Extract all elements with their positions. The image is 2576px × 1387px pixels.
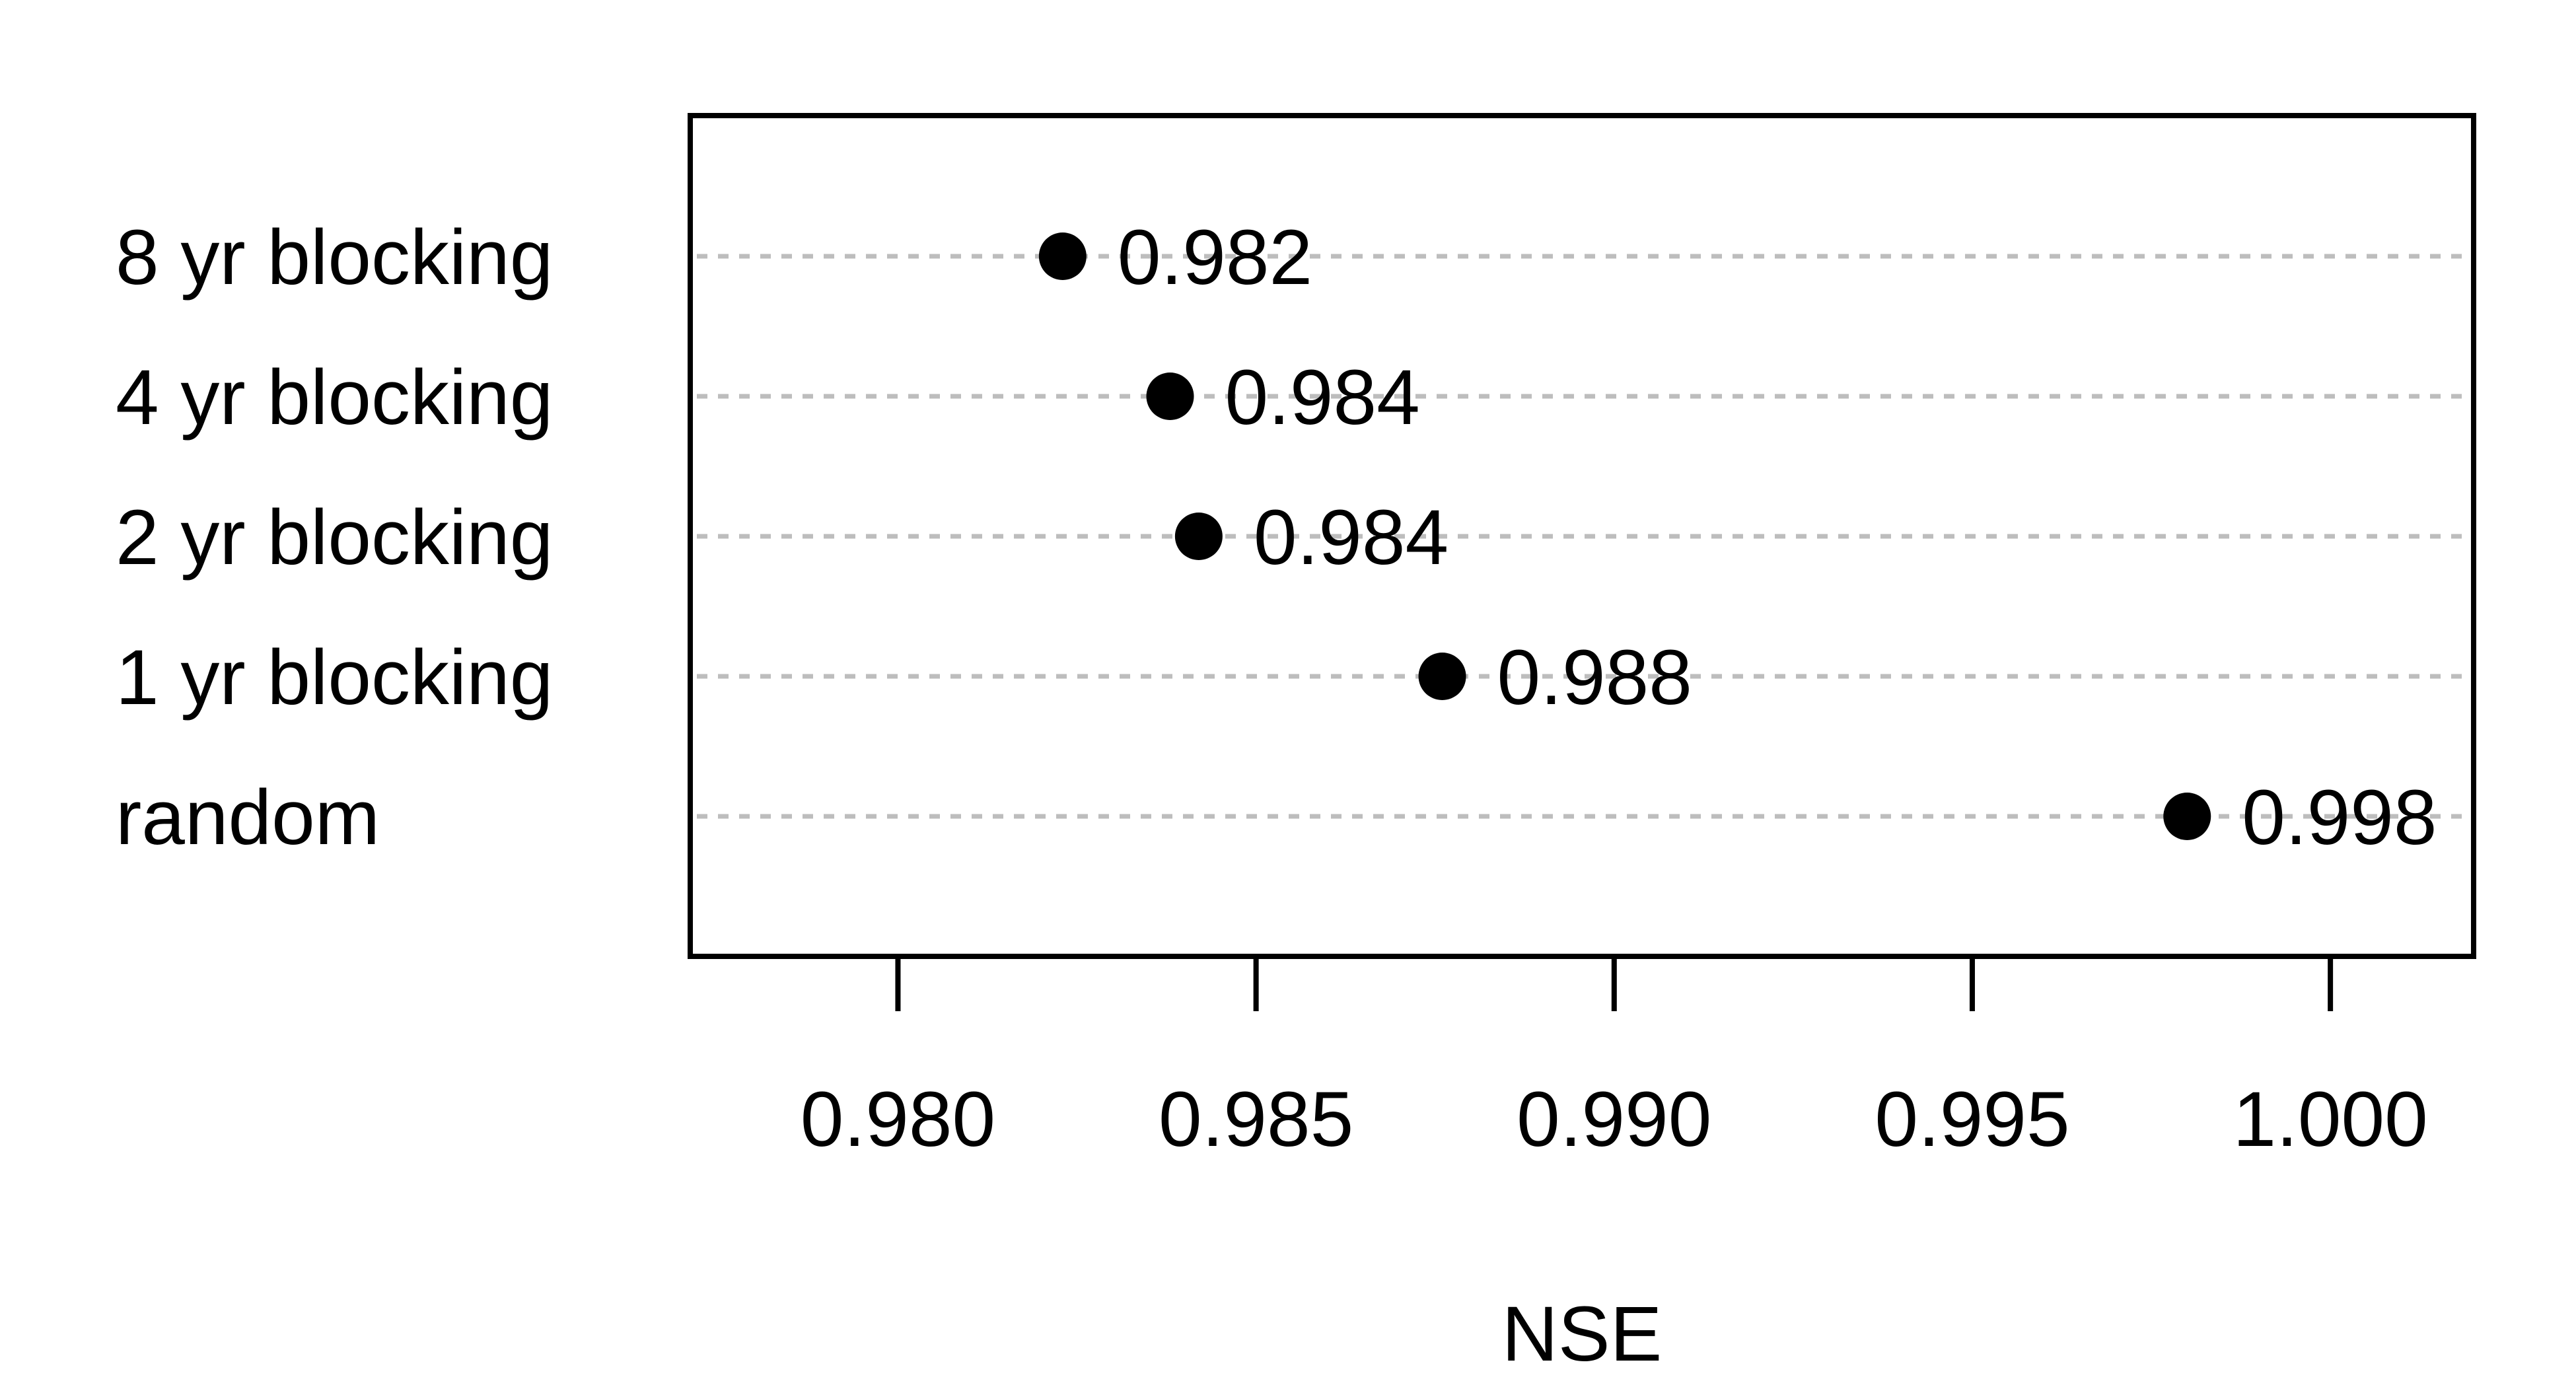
x-axis-ticks [895,956,2334,1011]
category-labels: 8 yr blocking 4 yr blocking 2 yr blocking 1… [116,214,553,861]
x-tick-label: 0.990 [1517,1076,1711,1163]
guide-lines [697,254,2467,819]
value-labels: 0.982 0.984 0.984 0.988 0.998 [1118,214,2437,861]
category-label: 1 yr blocking [116,634,553,721]
x-tick-label: 0.995 [1875,1076,2069,1163]
value-label: 0.984 [1225,354,1420,441]
value-label: 0.998 [2242,774,2437,861]
data-point [1038,232,1087,280]
x-tick-label: 1.000 [2233,1076,2427,1163]
data-point [1146,373,1194,420]
x-axis-title: NSE [1502,1291,1663,1378]
x-tick-label: 0.985 [1159,1076,1353,1163]
data-point [1174,513,1223,560]
data-points [1038,232,2211,840]
category-label: random [116,774,380,861]
data-point [1418,653,1466,700]
category-label: 4 yr blocking [116,354,553,441]
category-label: 2 yr blocking [116,494,553,581]
value-label: 0.984 [1254,494,1449,581]
plot-frame [688,113,2476,959]
x-tick-label: 0.980 [801,1076,995,1163]
value-label: 0.982 [1118,214,1312,301]
data-point [2163,793,2211,840]
x-axis-tick-labels: 0.980 0.985 0.990 0.995 1.000 [801,1076,2428,1163]
category-label: 8 yr blocking [116,214,553,301]
value-label: 0.988 [1497,634,1692,721]
